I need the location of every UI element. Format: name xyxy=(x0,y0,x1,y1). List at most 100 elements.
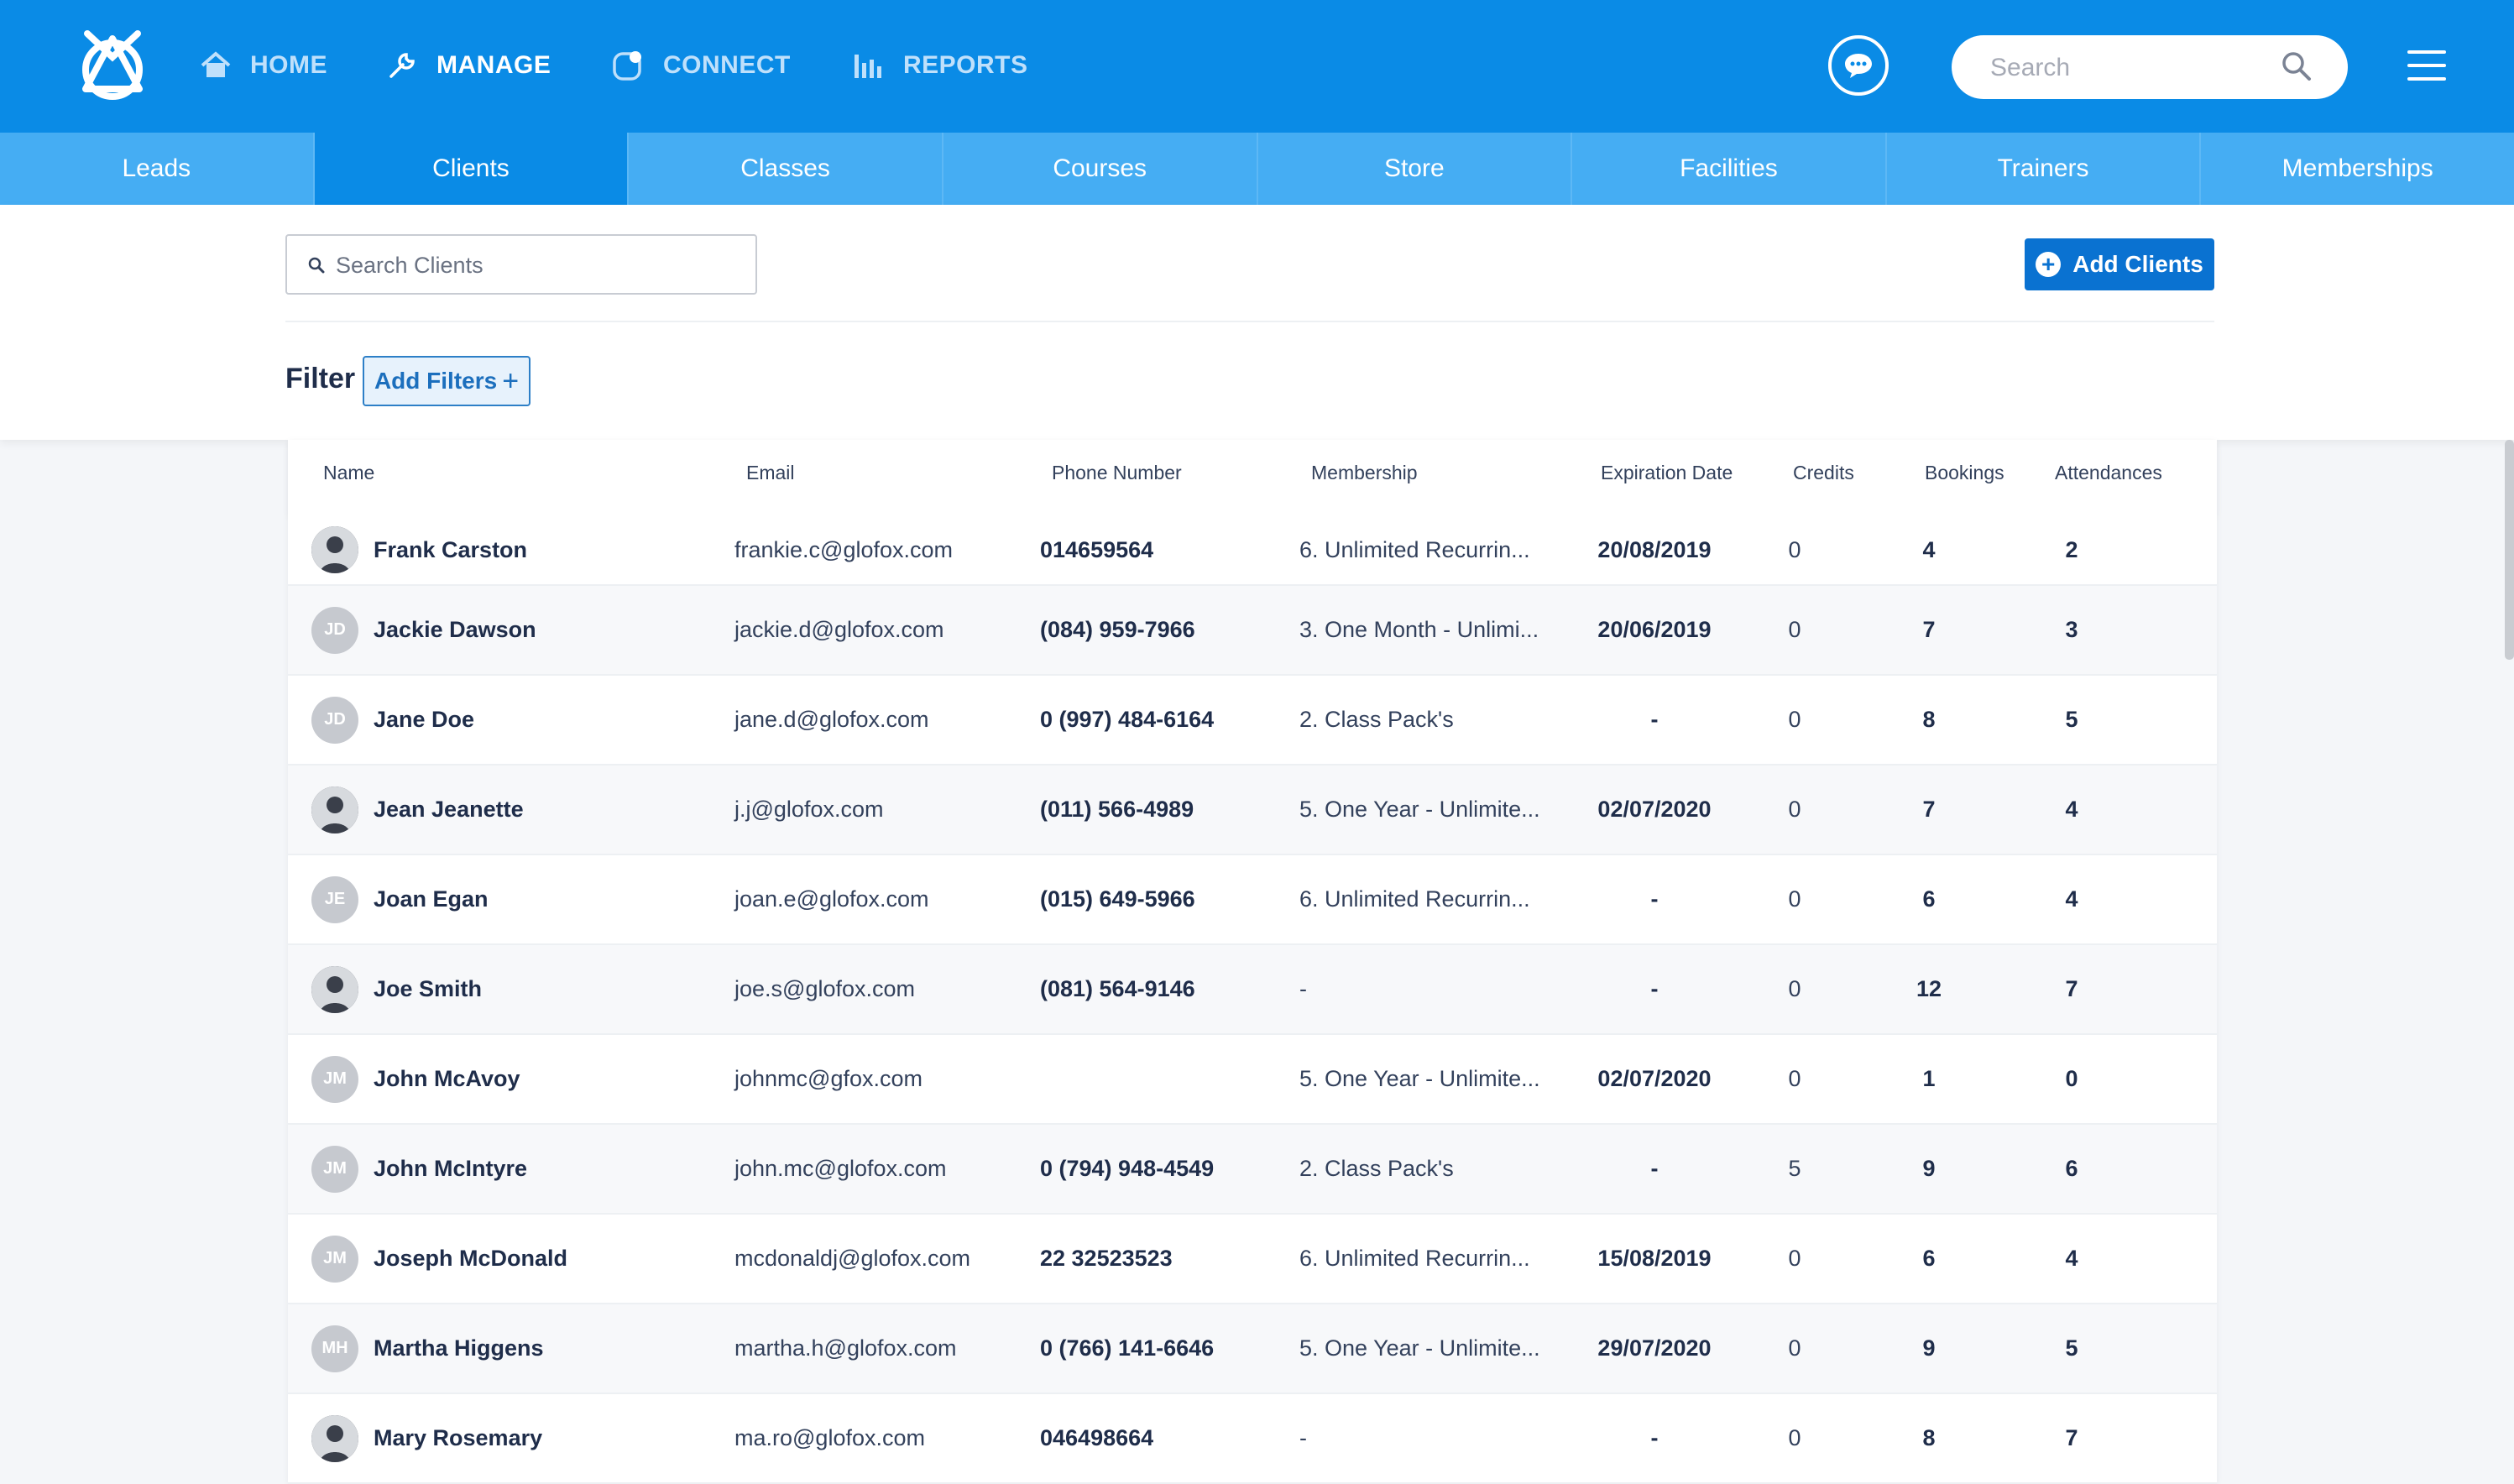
cell-attendances: 5 xyxy=(2065,1335,2078,1361)
cell-expiration: 29/07/2020 xyxy=(1597,1335,1712,1361)
tab-facilities[interactable]: Facilities xyxy=(1572,133,1887,205)
search-clients-field[interactable] xyxy=(285,234,757,295)
client-name[interactable]: Frank Carston xyxy=(374,536,528,562)
column-header-expiration[interactable]: Expiration Date xyxy=(1601,462,1733,483)
cell-expiration: 20/08/2019 xyxy=(1597,536,1712,562)
column-header-bookings[interactable]: Bookings xyxy=(1925,462,2004,483)
cell-expiration: 15/08/2019 xyxy=(1597,1246,1712,1271)
table-row[interactable]: Joe Smith joe.s@glofox.com (081) 564-9146 -… xyxy=(288,945,2217,1035)
add-filters-button[interactable]: Add Filters + xyxy=(363,356,531,406)
table-body: Frank Carston frankie.c@glofox.com 0146595… xyxy=(288,515,2217,1484)
table-row[interactable]: Mary Rosemary ma.ro@glofox.com 046498664 - -… xyxy=(288,1394,2217,1484)
tab-memberships[interactable]: Memberships xyxy=(2281,154,2433,182)
cell-credits: 0 xyxy=(1788,1425,1801,1450)
avatar: JM xyxy=(311,1235,358,1283)
cell-attendances: 5 xyxy=(2065,707,2078,732)
client-name-cell[interactable]: JM Joseph McDonald xyxy=(311,1215,714,1303)
nav-manage[interactable]: MANAGE xyxy=(386,44,551,87)
column-header-attendances[interactable]: Attendances xyxy=(2055,462,2162,483)
nav-connect-label: CONNECT xyxy=(663,51,791,79)
nav-home[interactable]: HOME xyxy=(200,44,327,87)
client-name[interactable]: John McIntyre xyxy=(374,1156,528,1181)
cell-expiration: - xyxy=(1650,886,1659,912)
search-clients-input[interactable] xyxy=(334,248,740,283)
glofox-logo[interactable] xyxy=(71,24,154,107)
cell-bookings: 6 xyxy=(1922,886,1936,912)
cell-email: j.j@glofox.com xyxy=(734,797,884,822)
client-name[interactable]: Joan Egan xyxy=(374,886,489,912)
table-row[interactable]: JD Jane Doe jane.d@glofox.com 0 (997) 484-6… xyxy=(288,676,2217,766)
client-name-cell[interactable]: Joe Smith xyxy=(311,945,714,1033)
client-name-cell[interactable]: JD Jackie Dawson xyxy=(311,586,714,674)
table-row[interactable]: JD Jackie Dawson jackie.d@glofox.com (084) … xyxy=(288,586,2217,676)
client-name-cell[interactable]: Frank Carston xyxy=(311,515,714,584)
cell-email: jane.d@glofox.com xyxy=(734,707,929,732)
client-name[interactable]: Mary Rosemary xyxy=(374,1425,543,1450)
cell-credits: 0 xyxy=(1788,1335,1801,1361)
cell-credits: 0 xyxy=(1788,617,1801,642)
cell-bookings: 6 xyxy=(1922,1246,1936,1271)
client-name[interactable]: Joseph McDonald xyxy=(374,1246,568,1271)
client-name[interactable]: Jane Doe xyxy=(374,707,475,732)
table-row[interactable]: Jean Jeanette j.j@glofox.com (011) 566-498… xyxy=(288,766,2217,855)
global-search[interactable] xyxy=(1952,35,2348,99)
tab-store[interactable]: Store xyxy=(1258,133,1573,205)
menu-icon[interactable] xyxy=(2407,50,2446,81)
column-header-name[interactable]: Name xyxy=(323,462,375,483)
cell-expiration: 02/07/2020 xyxy=(1597,1066,1712,1091)
tab-leads[interactable]: Leads xyxy=(0,133,315,205)
cell-membership: 2. Class Pack's xyxy=(1299,1156,1454,1181)
cell-phone: 0 (997) 484-6164 xyxy=(1040,707,1215,732)
page-scrollbar[interactable] xyxy=(2505,440,2514,660)
cell-expiration: - xyxy=(1650,976,1659,1001)
cell-phone: (015) 649-5966 xyxy=(1040,886,1195,912)
tab-trainers[interactable]: Trainers xyxy=(1887,133,2202,205)
client-name-cell[interactable]: JM John McIntyre xyxy=(311,1125,714,1213)
cell-membership: 3. One Month - Unlimi... xyxy=(1299,617,1539,642)
cell-expiration: - xyxy=(1650,1425,1659,1450)
nav-reports[interactable]: REPORTS xyxy=(853,44,1028,87)
global-search-input[interactable] xyxy=(1989,49,2277,87)
cell-email: frankie.c@glofox.com xyxy=(734,536,954,562)
client-name-cell[interactable]: JD Jane Doe xyxy=(311,676,714,764)
client-name-cell[interactable]: Mary Rosemary xyxy=(311,1394,714,1482)
table-row[interactable]: MH Martha Higgens martha.h@glofox.com 0 (76… xyxy=(288,1304,2217,1394)
client-name-cell[interactable]: Jean Jeanette xyxy=(311,766,714,854)
table-row[interactable]: Frank Carston frankie.c@glofox.com 0146595… xyxy=(288,515,2217,586)
column-header-email[interactable]: Email xyxy=(746,462,795,483)
avatar: MH xyxy=(311,1325,358,1372)
client-name[interactable]: John McAvoy xyxy=(374,1066,520,1091)
nav-connect[interactable]: CONNECT xyxy=(611,44,791,87)
client-name[interactable]: Jean Jeanette xyxy=(374,797,524,822)
cell-attendances: 2 xyxy=(2065,536,2078,562)
client-name[interactable]: Jackie Dawson xyxy=(374,617,536,642)
search-icon[interactable] xyxy=(2281,50,2313,82)
cell-credits: 0 xyxy=(1788,536,1801,562)
cell-phone: (081) 564-9146 xyxy=(1040,976,1195,1001)
table-row[interactable]: JM Joseph McDonald mcdonaldj@glofox.com 22 … xyxy=(288,1215,2217,1304)
client-name[interactable]: Martha Higgens xyxy=(374,1335,544,1361)
table-row[interactable]: JE Joan Egan joan.e@glofox.com (015) 649-59… xyxy=(288,855,2217,945)
tab-classes[interactable]: Classes xyxy=(629,133,943,205)
avatar: JM xyxy=(311,1055,358,1103)
column-header-phone[interactable]: Phone Number xyxy=(1052,462,1182,483)
avatar: JM xyxy=(311,1145,358,1193)
avatar: JD xyxy=(311,696,358,744)
client-name-cell[interactable]: JE Joan Egan xyxy=(311,855,714,943)
tab-clients[interactable]: Clients xyxy=(314,133,630,205)
cell-bookings: 7 xyxy=(1922,797,1936,822)
add-clients-button[interactable]: + Add Clients xyxy=(2025,238,2214,290)
tab-courses[interactable]: Courses xyxy=(943,133,1258,205)
bar-chart-icon xyxy=(855,55,881,78)
column-header-membership[interactable]: Membership xyxy=(1311,462,1418,483)
client-name[interactable]: Joe Smith xyxy=(374,976,483,1001)
cell-credits: 5 xyxy=(1788,1156,1801,1181)
cell-bookings: 8 xyxy=(1922,707,1936,732)
cell-membership: 6. Unlimited Recurrin... xyxy=(1299,536,1530,562)
column-header-credits[interactable]: Credits xyxy=(1793,462,1854,483)
chat-button[interactable] xyxy=(1828,35,1889,96)
client-name-cell[interactable]: MH Martha Higgens xyxy=(311,1304,714,1393)
table-row[interactable]: JM John McAvoy johnmc@gfox.com 5. One Year … xyxy=(288,1035,2217,1125)
client-name-cell[interactable]: JM John McAvoy xyxy=(311,1035,714,1123)
table-row[interactable]: JM John McIntyre john.mc@glofox.com 0 (794)… xyxy=(288,1125,2217,1215)
